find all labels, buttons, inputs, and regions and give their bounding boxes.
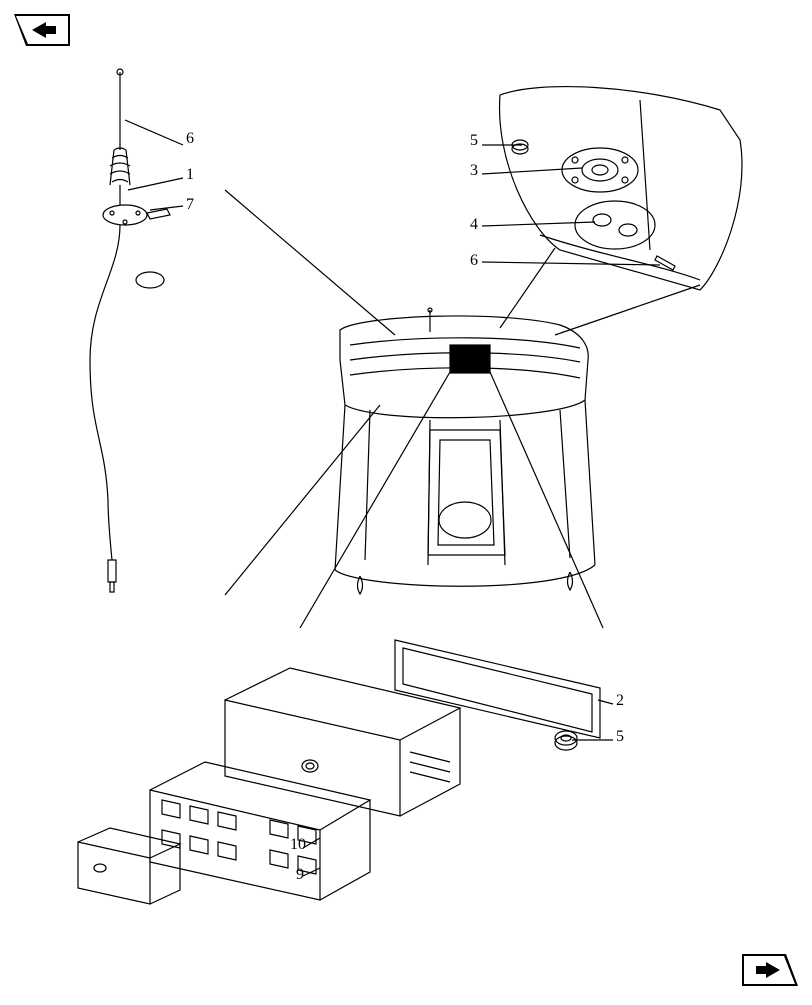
callout-5b: 5 [616, 728, 624, 746]
cab-roof-detail [500, 87, 742, 290]
radio-unit [78, 640, 600, 904]
callout-10: 10 [290, 836, 306, 854]
cab [335, 308, 595, 594]
callout-3: 3 [470, 162, 478, 180]
callout-4: 4 [470, 216, 478, 234]
callout-8: 6 [186, 130, 194, 148]
callout-5a: 5 [470, 132, 478, 150]
callout-6: 6 [470, 252, 478, 270]
antenna-assembly [90, 69, 170, 592]
callout-2: 2 [616, 692, 624, 710]
callout-9: 9 [296, 866, 304, 884]
callout-7: 7 [186, 196, 194, 214]
callout-1: 1 [186, 166, 194, 184]
parts-diagram [0, 0, 812, 1000]
